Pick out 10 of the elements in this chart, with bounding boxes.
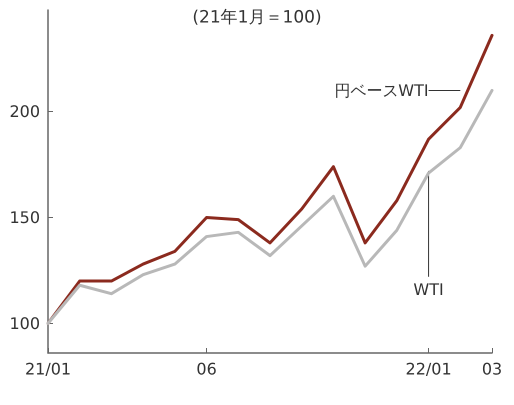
x-tick-label: 03 bbox=[482, 360, 502, 378]
x-tick-label: 21/01 bbox=[24, 360, 72, 378]
x-tick-label: 22/01 bbox=[406, 360, 452, 378]
y-tick-label: 100 bbox=[9, 314, 40, 333]
y-tick-label: 200 bbox=[9, 102, 40, 122]
text: WTI bbox=[413, 280, 444, 299]
series-label: 円ベースWTI bbox=[334, 80, 429, 100]
x-tick-label: 06 bbox=[196, 360, 217, 378]
chart-title: (21年1月＝100) bbox=[192, 8, 322, 28]
y-tick-label: 150 bbox=[9, 208, 40, 227]
